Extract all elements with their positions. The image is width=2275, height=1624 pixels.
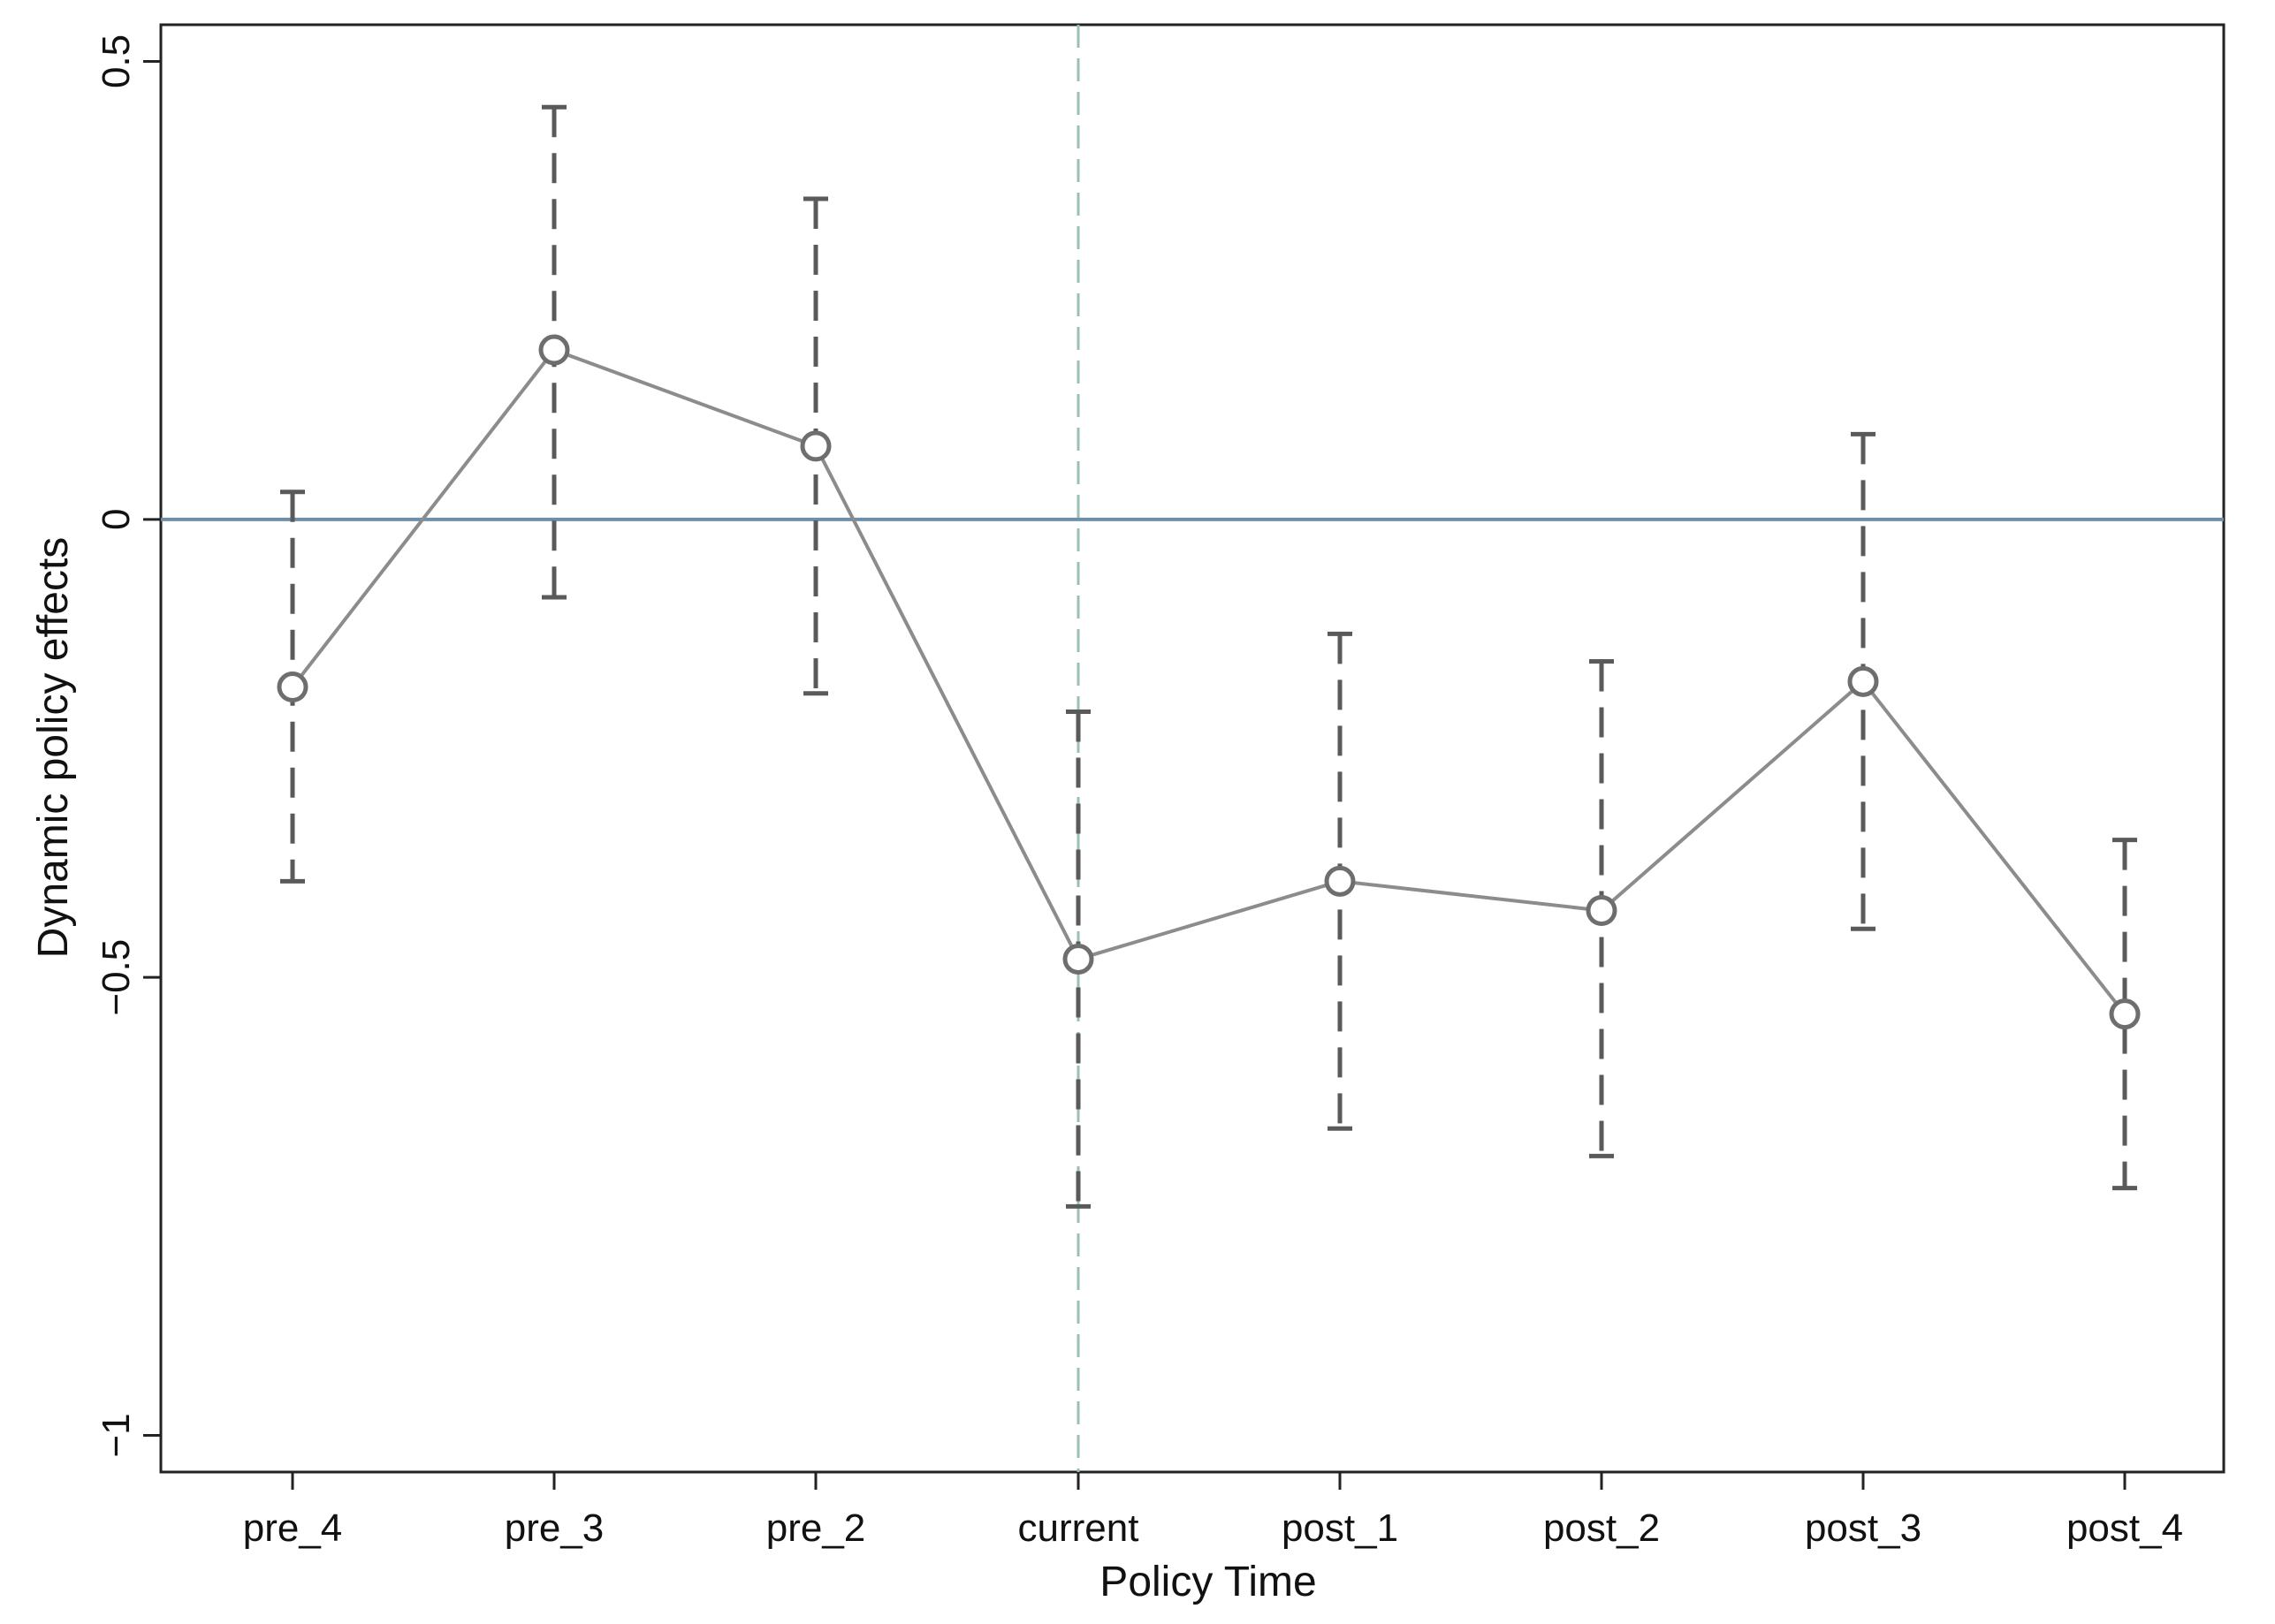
data-point <box>277 672 308 703</box>
y-tick-label: 0.5 <box>95 34 138 88</box>
x-tick-label: post_3 <box>1805 1506 1921 1550</box>
data-point <box>1062 943 1094 975</box>
series-line <box>291 347 2127 1015</box>
data-point <box>1847 665 1879 697</box>
x-tick-label: post_2 <box>1543 1506 1660 1550</box>
x-tick-label: pre_2 <box>766 1506 866 1550</box>
data-point <box>2109 998 2141 1030</box>
plot-frame <box>159 23 2226 1474</box>
x-tick-label: pre_3 <box>505 1506 605 1550</box>
y-tick-label: −0.5 <box>95 939 138 1016</box>
plot-layer: 0.5 0 −0.5 −1 pre_4 pre_3 pre_2 current post_1 po… <box>95 23 2226 1550</box>
y-axis-title: Dynamic policy effects <box>30 537 77 959</box>
data-point <box>1324 865 1356 897</box>
data-point <box>1586 894 1617 926</box>
data-point <box>800 430 832 462</box>
y-tick-label: −1 <box>95 1413 138 1457</box>
x-tick-label: post_1 <box>1282 1506 1398 1550</box>
x-tick-label: pre_4 <box>243 1506 343 1550</box>
x-tick-label: current <box>1018 1506 1139 1550</box>
x-axis-title: Policy Time <box>1099 1559 1316 1605</box>
y-tick-label: 0 <box>95 509 138 530</box>
x-tick-label: post_4 <box>2066 1506 2183 1550</box>
data-point <box>538 334 570 366</box>
